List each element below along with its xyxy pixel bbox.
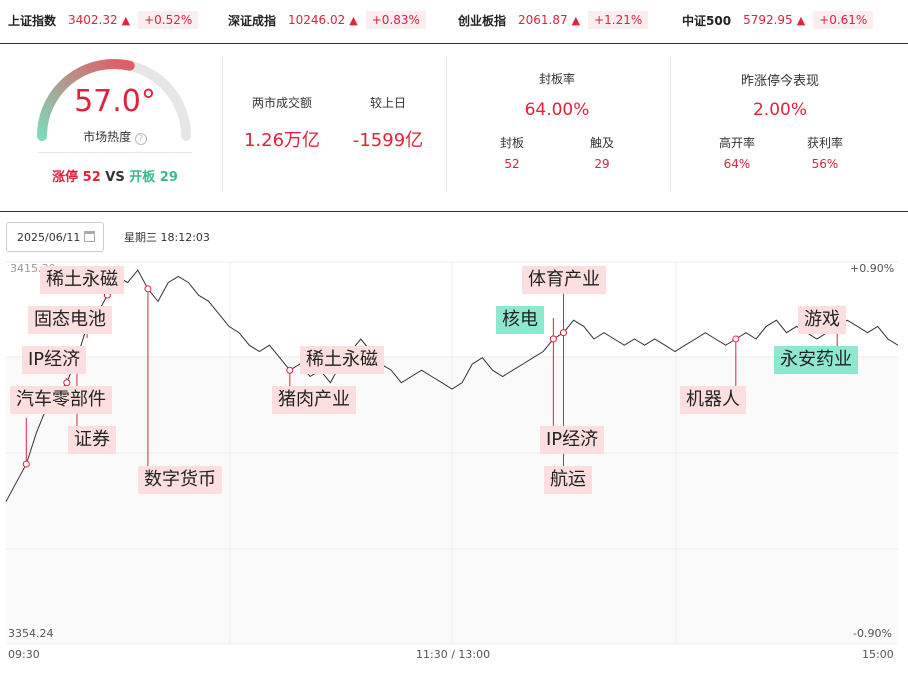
concept-tag[interactable]: 固态电池 xyxy=(28,306,112,334)
concept-tag[interactable]: IP经济 xyxy=(540,426,605,454)
concept-tag[interactable]: 航运 xyxy=(544,466,592,494)
chart-canvas xyxy=(5,261,899,645)
x-label-open: 09:30 xyxy=(8,648,40,661)
x-label-mid: 11:30 / 13:00 xyxy=(416,648,491,661)
weekday: 星期三 xyxy=(124,231,157,244)
y-min-label: 3354.24 xyxy=(8,627,54,640)
turnover-diff-label: 较上日 xyxy=(369,96,406,110)
concept-tag[interactable]: 永安药业 xyxy=(774,346,858,374)
ticker-name: 中证500 xyxy=(682,13,732,28)
touch-label: 触及 xyxy=(589,136,614,150)
intraday-chart xyxy=(0,260,908,675)
tag-marker xyxy=(144,285,152,293)
x-label-close: 15:00 xyxy=(862,648,894,661)
tag-marker xyxy=(549,335,557,343)
ticker-price: 3402.32 xyxy=(68,13,118,27)
up-arrow-icon: ▲ xyxy=(796,13,806,27)
turnover-value: 1.26万亿 xyxy=(243,130,321,151)
ticker-price: 5792.95 xyxy=(743,13,793,27)
yesterday-value: 2.00% xyxy=(752,100,807,120)
profit-label: 获利率 xyxy=(806,136,843,150)
profit-rate: 56% xyxy=(811,157,839,171)
tag-marker xyxy=(286,366,294,374)
ticker-item[interactable]: 中证500 5792.95 ▲ +0.61% xyxy=(682,9,874,31)
seal-title: 封板率 xyxy=(538,72,575,86)
tag-marker xyxy=(63,379,71,387)
concept-tag[interactable]: 稀土永磁 xyxy=(40,266,124,294)
limit-up-label: 涨停 xyxy=(52,170,79,185)
open-count: 29 xyxy=(159,170,178,185)
date-value: 2025/06/11 xyxy=(17,231,81,244)
date-picker[interactable]: 2025/06/11 xyxy=(6,222,104,252)
divider xyxy=(38,152,192,153)
pct-min-label: -0.90% xyxy=(853,627,892,640)
concept-tag[interactable]: 猪肉产业 xyxy=(272,386,356,414)
ticker-name: 上证指数 xyxy=(8,13,57,28)
concept-tag[interactable]: 体育产业 xyxy=(522,266,606,294)
yesterday-title: 昨涨停今表现 xyxy=(740,74,819,89)
turnover-diff: -1599亿 xyxy=(352,130,424,151)
heat-gauge xyxy=(37,59,191,141)
tag-marker xyxy=(732,335,740,343)
high-open-rate: 64% xyxy=(723,157,751,171)
concept-tag[interactable]: 汽车零部件 xyxy=(10,386,112,414)
vs-text: VS xyxy=(105,170,125,185)
touch-count: 29 xyxy=(594,157,610,171)
price-line xyxy=(5,269,899,502)
concept-tag[interactable]: 核电 xyxy=(496,306,544,334)
time: 18:12:03 xyxy=(160,231,210,244)
concept-tag[interactable]: 稀土永磁 xyxy=(300,346,384,374)
tag-marker xyxy=(560,329,567,337)
seal-label: 封板 xyxy=(499,136,524,150)
tag-marker xyxy=(22,460,30,468)
gauge-fill xyxy=(37,59,135,141)
up-arrow-icon: ▲ xyxy=(571,13,581,27)
ticker-price: 2061.87 xyxy=(518,13,568,27)
concept-tag[interactable]: IP经济 xyxy=(22,346,87,374)
up-arrow-icon: ▲ xyxy=(121,13,131,27)
calendar-icon[interactable] xyxy=(84,231,95,242)
ticker-price: 10246.02 xyxy=(288,13,346,27)
seal-rate: 64.00% xyxy=(524,100,590,120)
ticker-change: +0.83% xyxy=(365,11,426,29)
heat-label-row: 市场热度 ? xyxy=(60,128,170,145)
open-label: 开板 xyxy=(129,170,156,185)
ticker-item[interactable]: 深证成指 10246.02 ▲ +0.83% xyxy=(228,9,426,31)
divider xyxy=(446,56,447,192)
ticker-change: +0.61% xyxy=(813,11,874,29)
pct-max-label: +0.90% xyxy=(850,262,895,275)
heat-value: 57.0° xyxy=(74,84,156,119)
divider xyxy=(222,56,223,192)
ticker-item[interactable]: 创业板指 2061.87 ▲ +1.21% xyxy=(458,9,649,31)
heat-label: 市场热度 xyxy=(83,130,132,144)
ticker-change: +1.21% xyxy=(588,11,649,29)
concept-tag[interactable]: 机器人 xyxy=(680,386,746,414)
concept-tag[interactable]: 游戏 xyxy=(798,306,846,334)
help-icon[interactable]: ? xyxy=(134,133,147,145)
market-stats-panel: 57.0° 市场热度 ? 涨停 52 VS 开板 29 两市成交额 1.26万亿… xyxy=(0,44,908,212)
ticker-item[interactable]: 上证指数 3402.32 ▲ +0.52% xyxy=(8,9,199,31)
divider xyxy=(670,56,671,192)
limit-summary: 涨停 52 VS 开板 29 xyxy=(40,166,190,185)
ticker-change: +0.52% xyxy=(138,11,199,29)
up-arrow-icon: ▲ xyxy=(349,13,358,27)
index-ticker-bar: 上证指数 3402.32 ▲ +0.52% 深证成指 10246.02 ▲ +0… xyxy=(0,0,908,44)
limit-up-count: 52 xyxy=(82,170,101,185)
seal-count: 52 xyxy=(504,157,520,171)
ticker-name: 创业板指 xyxy=(458,13,507,28)
turnover-label: 两市成交额 xyxy=(251,96,312,110)
concept-tag[interactable]: 证券 xyxy=(68,426,116,454)
concept-tag[interactable]: 数字货币 xyxy=(138,466,222,494)
ticker-name: 深证成指 xyxy=(228,13,277,28)
datetime-label: 星期三 18:12:03 xyxy=(124,229,210,245)
high-open-label: 高开率 xyxy=(718,136,755,150)
